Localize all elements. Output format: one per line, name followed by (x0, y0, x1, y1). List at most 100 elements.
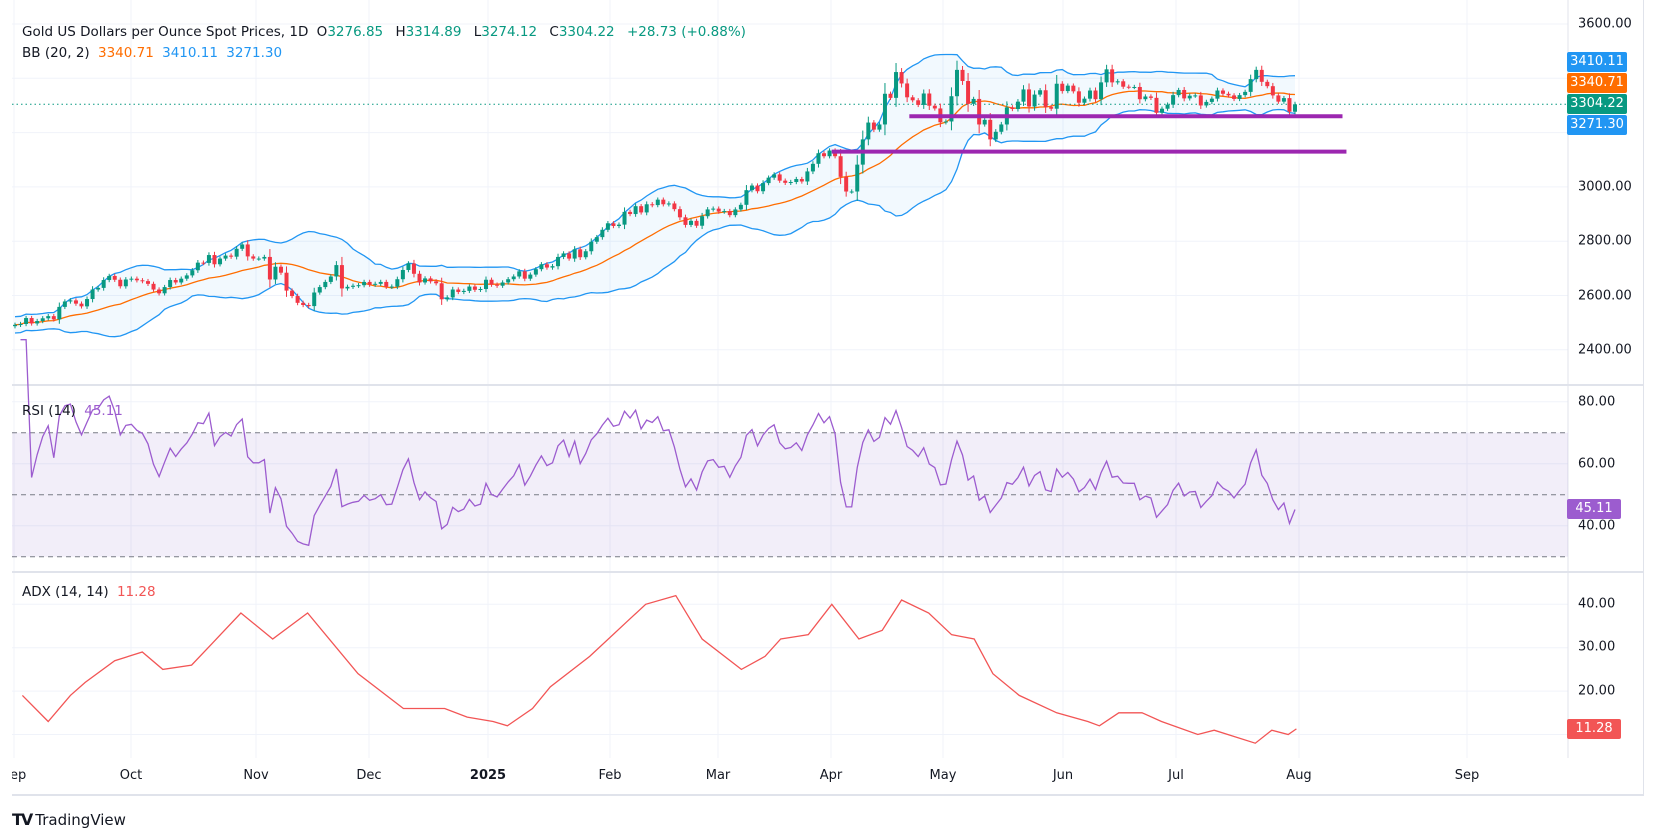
candle-body (1215, 90, 1220, 99)
candle-body (882, 93, 887, 125)
candle-body (755, 185, 760, 192)
candle-body (1160, 108, 1165, 113)
candle-body (73, 300, 78, 304)
candle-body (1193, 95, 1198, 97)
bb-upper-line (14, 53, 1296, 318)
time-tick: Nov (243, 768, 269, 783)
candle-body (334, 265, 339, 277)
candle-body (1082, 98, 1087, 103)
low-label: L (473, 24, 482, 40)
chart-frame (12, 0, 1644, 796)
candle-body (1065, 85, 1070, 92)
adx-tick: 30.00 (1578, 639, 1616, 655)
candle-body (1248, 79, 1253, 92)
candle-body (184, 275, 189, 279)
candle-body (284, 272, 289, 291)
candle-body (993, 131, 998, 140)
candle-body (589, 241, 594, 252)
tradingview-logo[interactable]: TV TradingView (12, 810, 126, 829)
candle-body (999, 124, 1004, 132)
candle-body (1137, 86, 1142, 100)
candle-body (716, 208, 721, 212)
adx-label: ADX (14, 14) (22, 584, 109, 600)
candle-body (240, 244, 245, 249)
price-tick: 2800.00 (1578, 233, 1632, 249)
candle-body (223, 255, 228, 259)
candle-body (461, 290, 466, 292)
candle-body (417, 273, 422, 283)
tradingview-logo-icon: TV (12, 810, 33, 829)
candle-body (888, 93, 893, 98)
candle-body (528, 274, 533, 279)
candle-body (905, 83, 910, 98)
candle-body (1276, 95, 1281, 102)
candle-body (522, 271, 527, 279)
adx-tick: 20.00 (1578, 683, 1616, 699)
candle-body (761, 183, 766, 192)
candle-body (101, 280, 106, 288)
candle-body (533, 269, 538, 275)
candle-body (450, 289, 455, 298)
bb-label: BB (20, 2) (22, 45, 90, 61)
candle-body (1121, 81, 1126, 87)
candle-body (1093, 90, 1098, 100)
candle-body (628, 211, 633, 215)
candle-body (749, 185, 754, 191)
time-tick: Apr (819, 768, 843, 783)
candle-body (1038, 90, 1043, 95)
candle-body (57, 306, 62, 320)
candle-body (711, 208, 716, 210)
change-value: +28.73 (+0.88%) (626, 24, 746, 40)
candle-body (90, 289, 95, 300)
candle-body (312, 292, 317, 307)
time-tick: Jul (1168, 768, 1184, 783)
candle-body (822, 153, 827, 157)
candle-body (201, 262, 206, 264)
candle-body (844, 176, 849, 192)
bb-lower-badge: 3271.30 (1567, 115, 1627, 135)
candle-body (256, 258, 261, 260)
candle-body (145, 281, 150, 284)
candle-body (611, 223, 616, 226)
rsi-label: RSI (14) (22, 403, 76, 419)
candle-body (373, 283, 378, 285)
candle-body (157, 289, 162, 294)
candle-body (927, 93, 932, 106)
candle-body (129, 278, 134, 280)
candle-body (112, 275, 117, 280)
candle-body (96, 287, 101, 290)
candle-body (445, 297, 450, 300)
candle-body (1087, 90, 1092, 99)
candle-body (849, 191, 854, 193)
candle-body (578, 249, 583, 258)
chart-canvas[interactable] (12, 0, 1644, 796)
candle-body (278, 266, 283, 273)
candle-body (616, 224, 621, 226)
candle-body (1021, 89, 1026, 102)
candle-body (1176, 89, 1181, 96)
candle-body (406, 263, 411, 270)
high-label: H (395, 24, 406, 40)
candle-body (190, 270, 195, 276)
candle-body (1043, 90, 1048, 108)
candle-body (134, 278, 139, 281)
time-axis[interactable]: Sep Oct Nov Dec 2025 Feb Mar Apr May Jun… (12, 760, 1568, 790)
candle-body (273, 266, 278, 280)
candle-body (567, 253, 572, 259)
candle-body (506, 279, 511, 283)
candle-body (1243, 91, 1248, 96)
candle-body (799, 179, 804, 182)
candle-body (1182, 89, 1187, 99)
candle-body (705, 209, 710, 217)
candle-body (328, 276, 333, 282)
time-tick: Oct (119, 768, 143, 783)
candle-body (489, 279, 494, 285)
candle-body (766, 177, 771, 184)
candle-body (1132, 86, 1137, 88)
adx-tick: 40.00 (1578, 596, 1616, 612)
candle-body (689, 220, 694, 225)
rsi-badge: 45.11 (1567, 499, 1621, 519)
adx-line (21, 594, 1297, 744)
candle-body (772, 174, 777, 178)
candle-body (290, 290, 295, 297)
